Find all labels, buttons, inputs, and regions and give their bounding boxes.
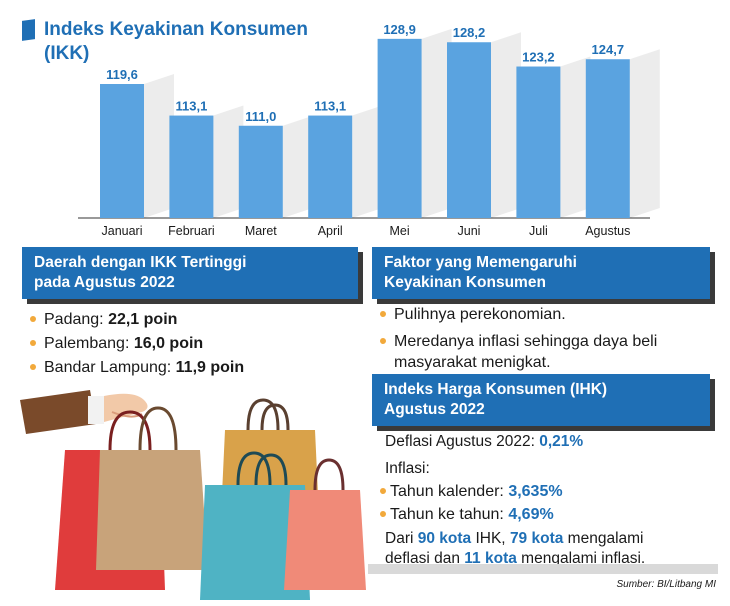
bar-shadow [491,32,521,219]
top-ikk-city-list: Padang: 22,1 poin Palembang: 16,0 poin B… [28,309,244,378]
bar-mei [377,38,422,218]
x-tick-label: Agustus [585,224,630,238]
deflasi-label: Deflasi Agustus 2022: [385,433,535,450]
list-item: Padang: 22,1 poin [28,309,244,330]
x-tick-label: Juli [529,224,548,238]
bottom-band [368,564,718,574]
summary-count-total: 90 kota [417,530,472,547]
factor-list: Pulihnya perekonomian. Meredanya inflasi… [378,304,698,373]
list-item: Palembang: 16,0 poin [28,333,244,354]
data-label: 113,1 [175,99,207,114]
list-item: Pulihnya perekonomian. [378,304,698,325]
ihk-header-line-2: Agustus 2022 [384,401,485,418]
summary-line-1: Dari 90 kota IHK, 79 kota mengalami [385,529,645,549]
page-title: Indeks Keyakinan Konsumen (IKK) [44,18,308,66]
summary-text: Dari [385,530,414,547]
summary-count-deflasi: 79 kota [509,530,564,547]
city-name: Padang: [44,311,104,328]
right-box-header: Faktor yang Memengaruhi Keyakinan Konsum… [372,247,710,299]
data-label: 111,0 [245,109,276,124]
list-item: Meredanya inflasi sehingga daya beli mas… [378,331,698,373]
hand-icon [20,390,148,434]
salmon-bag-icon [284,458,366,590]
inflasi-list: Tahun kalender: 3,635% Tahun ke tahun: 4… [378,481,563,525]
x-tick-label: April [318,224,343,238]
bar-shadow [213,105,244,218]
data-label: 119,6 [106,67,138,82]
bar-maret [238,125,283,218]
tan-bag-icon [96,406,208,570]
inflasi-label: Inflasi: [385,460,430,477]
summary-text: deflasi dan [385,550,460,567]
bar-shadow [282,115,313,218]
data-label: 128,9 [383,22,416,37]
data-label: 113,1 [314,99,346,114]
list-item: Tahun ke tahun: 4,69% [378,504,563,525]
city-value: 11,9 poin [175,359,245,376]
bar-juli [516,66,561,219]
ihk-header-line-1: Indeks Harga Konsumen (IHK) [384,381,608,398]
bar-shadow [421,28,452,219]
list-item: Tahun kalender: 3,635% [378,481,563,502]
x-tick-label: Januari [102,224,143,238]
ihk-summary: Dari 90 kota IHK, 79 kota mengalami defl… [385,529,645,569]
bar-april [308,115,353,218]
bar-februari [169,115,214,218]
data-label: 123,2 [522,50,555,65]
teal-bag-icon [200,451,310,600]
title-line-2: (IKK) [44,43,90,64]
left-header-line-1: Daerah dengan IKK Tertinggi [34,254,247,271]
source-note: Sumber: BI/Litbang MI [616,579,717,590]
left-header-line-2: pada Agustus 2022 [34,274,175,291]
summary-count-inflasi: 11 kota [464,550,517,567]
data-label: 124,7 [592,42,625,57]
inflasi-item-label: Tahun ke tahun: [390,506,504,523]
deflasi-value: 0,21% [539,433,584,450]
city-value: 22,1 poin [108,311,178,328]
x-tick-label: Maret [245,224,277,238]
summary-text: IHK, [475,530,506,547]
ihk-box-header: Indeks Harga Konsumen (IHK) Agustus 2022 [372,374,710,426]
x-tick-label: Februari [168,224,215,238]
inflasi-item-value: 3,635% [508,483,563,500]
inflasi-item-label: Tahun kalender: [390,483,504,500]
data-label: 128,2 [453,25,486,40]
bar-shadow [352,105,383,218]
summary-text: mengalami [567,530,644,547]
x-tick-label: Juni [458,224,481,238]
right-header-line-1: Faktor yang Memengaruhi [384,254,577,271]
title-line-1: Indeks Keyakinan Konsumen [44,19,308,40]
city-value: 16,0 poin [133,335,204,352]
bar-juni [447,42,491,219]
right-header-line-2: Keyakinan Konsumen [384,274,546,291]
bar-shadow [629,49,660,218]
bar-shadow [560,56,591,218]
city-name: Bandar Lampung: [44,359,172,376]
bar-shadow [144,74,174,218]
city-name: Palembang: [44,335,130,352]
summary-line-2: deflasi dan 11 kota mengalami inflasi. [385,549,645,569]
shopping-bags-illustration [20,390,366,600]
list-item: Bandar Lampung: 11,9 poin [28,357,244,378]
summary-text: mengalami inflasi. [521,550,646,567]
ikk-bar-chart: 119,6 Januari 113,1 Februari 111,0 Maret 113,1… [78,22,660,238]
x-tick-label: Mei [390,224,410,238]
inflasi-item-value: 4,69% [508,506,554,523]
deflasi-line: Deflasi Agustus 2022: 0,21% [385,432,583,452]
left-box-header: Daerah dengan IKK Tertinggi pada Agustus… [22,247,358,299]
bar-agustus [585,59,630,218]
bar-januari [100,84,144,218]
